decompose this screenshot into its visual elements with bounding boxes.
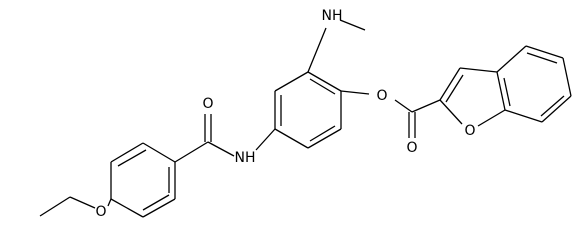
bond [477, 109, 506, 127]
bond [107, 198, 112, 207]
bond [117, 149, 147, 167]
bond [207, 141, 235, 157]
bond [439, 99, 463, 125]
bond [110, 198, 144, 218]
bond [39, 196, 71, 217]
bond [142, 142, 176, 163]
bond [307, 71, 342, 92]
atom-label: O [202, 96, 213, 112]
bond [174, 141, 209, 163]
bond [540, 95, 565, 117]
bond [445, 74, 464, 103]
bond [274, 128, 309, 149]
bond [142, 194, 170, 211]
bonds [39, 19, 572, 218]
bond [69, 196, 96, 209]
bond [496, 71, 506, 111]
bond [394, 99, 413, 113]
bond [309, 78, 336, 95]
atom-label: O [464, 123, 475, 139]
bond [340, 90, 370, 95]
bond [496, 45, 527, 73]
bond [307, 27, 327, 73]
atom-label: NH [322, 8, 343, 24]
bond [274, 71, 309, 92]
bond [142, 198, 176, 218]
bond [339, 19, 366, 31]
bond [503, 77, 511, 107]
molecule-diagram: O NH O NH O O O [39, 8, 572, 220]
atom-label: O [376, 88, 387, 104]
bond [504, 109, 543, 123]
bond [526, 52, 558, 64]
atom-label: NH [235, 150, 256, 166]
atom-label: O [95, 204, 106, 220]
bond [439, 67, 461, 101]
bond [541, 95, 572, 123]
bond [110, 142, 144, 163]
bond [562, 57, 572, 97]
bond [525, 45, 564, 59]
bond [459, 67, 498, 73]
bond [309, 125, 336, 142]
bond [307, 128, 342, 149]
bond [255, 128, 276, 151]
bond [411, 99, 441, 113]
atom-label: O [406, 140, 417, 156]
